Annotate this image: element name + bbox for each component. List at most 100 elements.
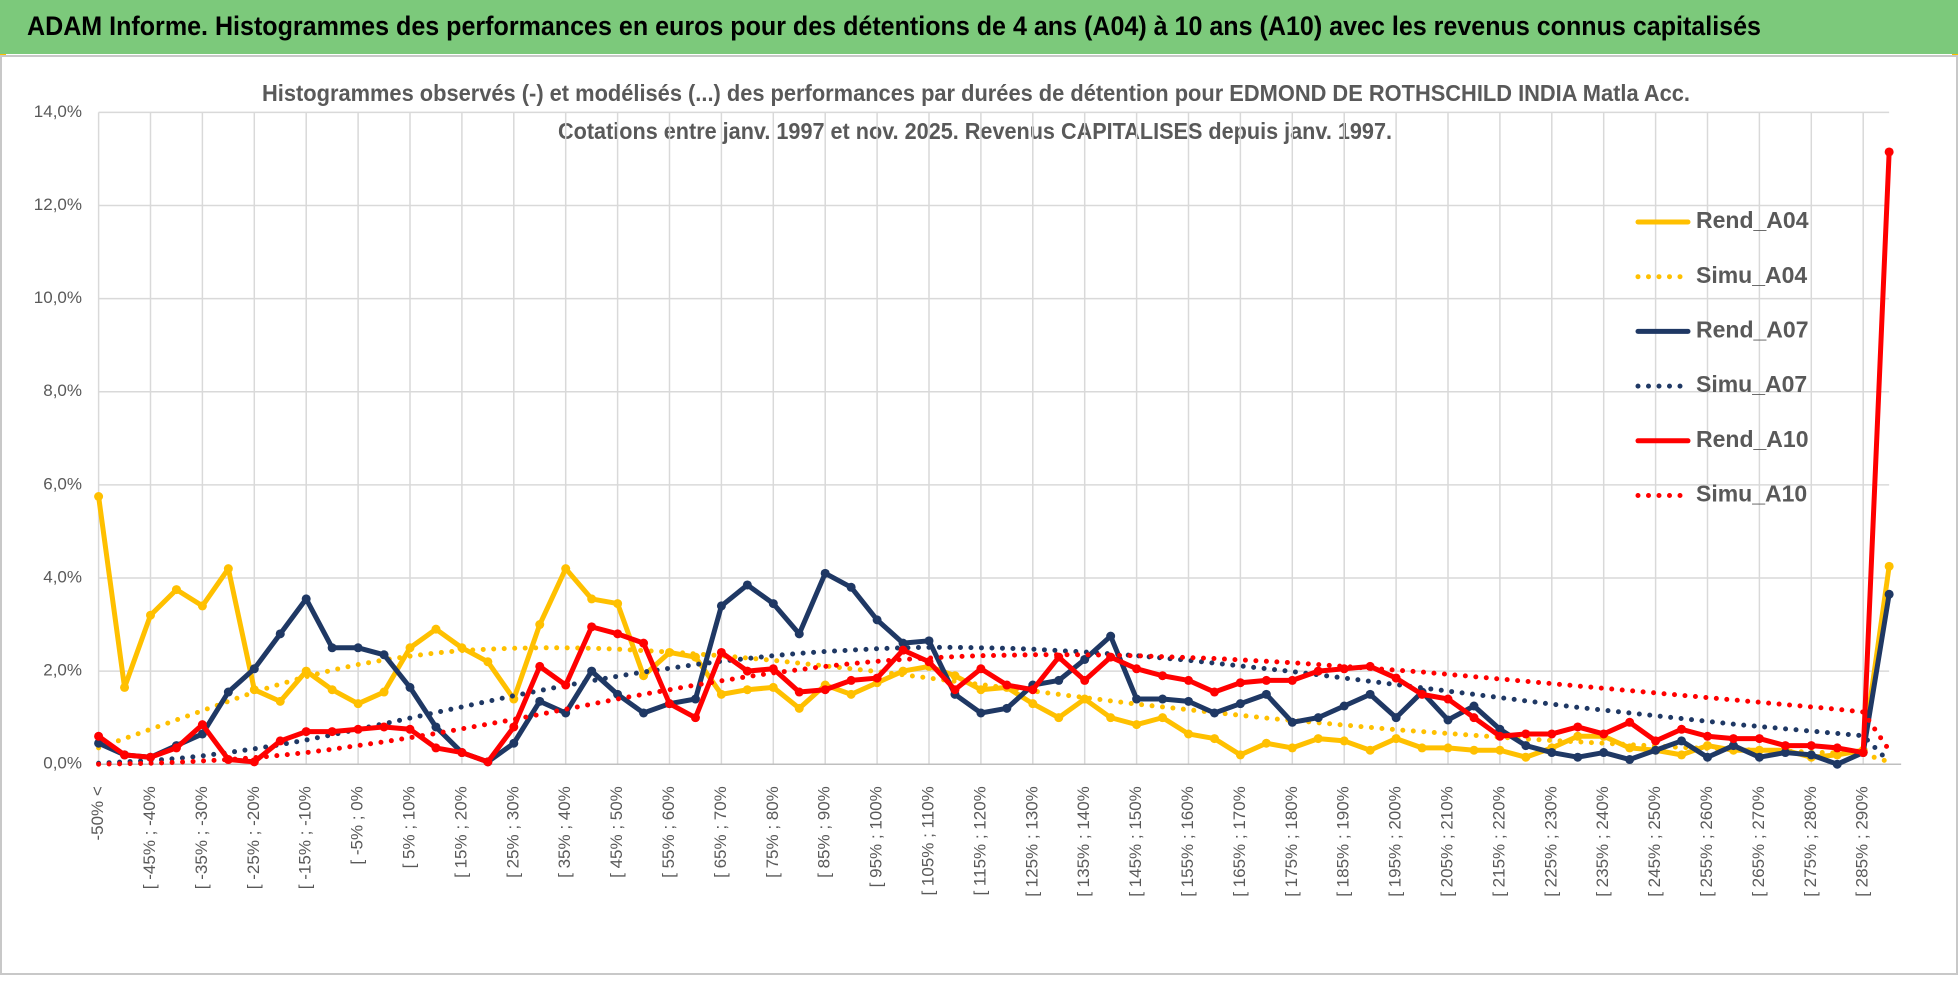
point — [94, 491, 104, 501]
point — [1443, 694, 1453, 704]
x-tick-label: [ 285% ; 290% — [1853, 786, 1872, 897]
y-tick-label: 8,0% — [43, 381, 82, 400]
point — [742, 685, 752, 695]
point — [275, 629, 285, 639]
legend-label: Rend_A04 — [1696, 207, 1809, 233]
x-tick-label: [ 75% ; 80% — [763, 786, 782, 878]
point — [1261, 689, 1271, 699]
y-tick-label: 10,0% — [34, 288, 82, 307]
point — [820, 568, 830, 578]
point — [1080, 675, 1090, 685]
point — [1469, 701, 1479, 711]
model-line — [96, 645, 1892, 765]
point — [223, 564, 233, 574]
point — [820, 685, 830, 695]
point — [1339, 736, 1349, 746]
point — [1313, 713, 1323, 723]
point — [613, 689, 623, 699]
point — [872, 673, 882, 683]
point — [301, 666, 311, 676]
series — [94, 147, 1894, 769]
x-tick-label: [ 185% ; 190% — [1334, 786, 1353, 897]
x-tick-label: [ 215% ; 220% — [1489, 786, 1508, 897]
point — [1469, 745, 1479, 755]
y-tick-label: 14,0% — [34, 102, 82, 121]
point — [1677, 724, 1687, 734]
point — [535, 620, 545, 630]
point — [898, 638, 908, 648]
x-tick-label: [ 115% ; 120% — [970, 786, 989, 895]
point — [950, 685, 960, 695]
legend-label: Simu_A04 — [1696, 262, 1807, 288]
point — [1287, 717, 1297, 727]
legend-label: Simu_A10 — [1696, 481, 1807, 507]
x-tick-label: [ -45% ; -40% — [140, 786, 159, 889]
point — [1495, 731, 1505, 741]
x-tick-label: [ 135% ; 140% — [1074, 786, 1093, 897]
point — [1521, 729, 1531, 739]
point — [379, 650, 389, 660]
point — [1625, 755, 1635, 765]
point — [587, 622, 597, 632]
x-tick-label: [ -15% ; -10% — [296, 786, 315, 889]
point — [1365, 745, 1375, 755]
point — [561, 680, 571, 690]
point — [1261, 738, 1271, 748]
point — [1054, 713, 1064, 723]
point — [1728, 741, 1738, 751]
point — [327, 685, 337, 695]
chart-frame — [0, 55, 1958, 975]
x-tick-label: [ 235% ; 240% — [1593, 786, 1612, 897]
point — [1521, 741, 1531, 751]
point — [1106, 713, 1116, 723]
x-tick-label: [ 125% ; 130% — [1022, 786, 1041, 897]
x-tick-label: [ 105% ; 110% — [918, 786, 937, 895]
point — [639, 708, 649, 718]
point — [483, 757, 493, 767]
point — [509, 722, 519, 732]
point — [405, 682, 415, 692]
point — [1132, 664, 1142, 674]
point — [1573, 752, 1583, 762]
point — [301, 594, 311, 604]
point — [1106, 631, 1116, 641]
x-tick-label: -50% < — [88, 786, 107, 840]
point — [1235, 699, 1245, 709]
point — [1080, 654, 1090, 664]
point — [716, 647, 726, 657]
point — [794, 629, 804, 639]
point — [1806, 741, 1816, 751]
point — [1469, 713, 1479, 723]
point — [846, 582, 856, 592]
point — [223, 687, 233, 697]
x-tick-label: [ -25% ; -20% — [244, 786, 263, 889]
point — [275, 696, 285, 706]
point — [327, 727, 337, 737]
point — [561, 564, 571, 574]
observed-line — [96, 570, 1892, 767]
point — [1365, 689, 1375, 699]
x-tick-label: [ 15% ; 20% — [451, 786, 470, 878]
point — [1495, 724, 1505, 734]
x-tick-label: [ -5% ; 0% — [348, 786, 367, 864]
header-band — [0, 0, 1958, 54]
x-tick-label: [ 225% ; 230% — [1541, 786, 1560, 897]
point — [587, 666, 597, 676]
point — [1703, 752, 1712, 762]
point — [1184, 729, 1193, 739]
point — [1728, 734, 1738, 744]
y-tick-label: 6,0% — [43, 474, 82, 493]
point — [1209, 708, 1219, 718]
point — [846, 675, 856, 685]
point — [1391, 734, 1401, 744]
point — [1547, 729, 1557, 739]
point — [457, 748, 467, 758]
point — [1235, 678, 1245, 688]
chart-subtitle: Cotations entre janv. 1997 et nov. 2025.… — [558, 118, 1392, 144]
x-tick-label: [ 165% ; 170% — [1230, 786, 1249, 897]
point — [353, 699, 363, 709]
point — [1158, 694, 1168, 704]
point — [976, 664, 986, 674]
point — [1677, 736, 1687, 746]
